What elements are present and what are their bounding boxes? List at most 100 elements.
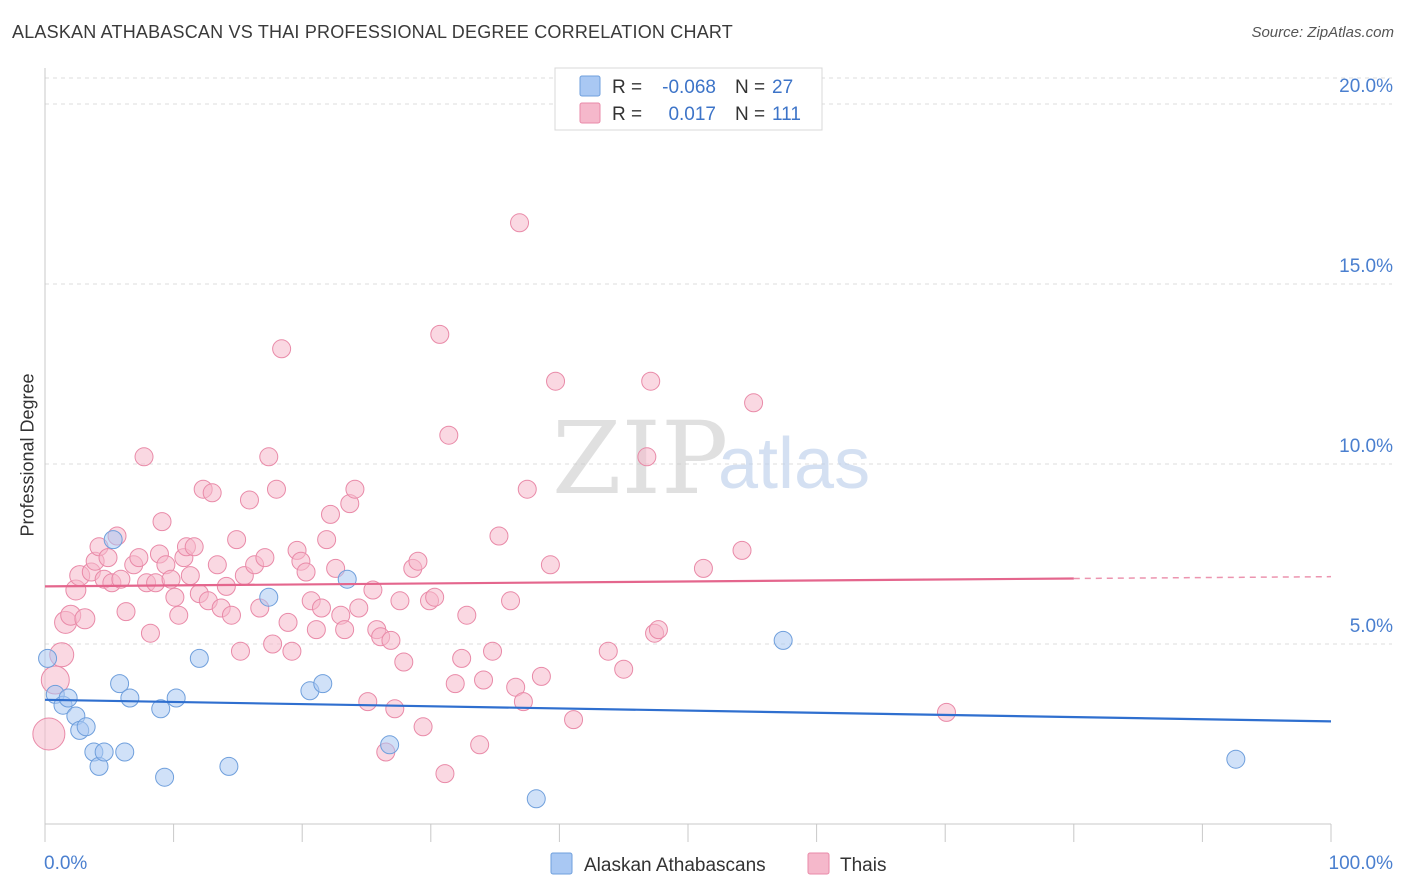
- thai-point: [317, 530, 337, 550]
- thai-point: [614, 659, 634, 679]
- thai-point: [936, 702, 956, 722]
- thai-point: [111, 569, 131, 589]
- thai-point: [474, 670, 494, 690]
- y-tick-label: 10.0%: [1339, 436, 1393, 457]
- thai-point: [227, 530, 247, 550]
- thai-point: [152, 512, 172, 532]
- axes: [44, 68, 1332, 842]
- athabascan-point: [120, 688, 140, 708]
- thai-point: [311, 598, 331, 618]
- legend-r-label: R =: [612, 77, 642, 98]
- y-tick-label: 20.0%: [1339, 76, 1393, 97]
- thai-point: [259, 447, 279, 467]
- legend-n-value: 111: [772, 104, 801, 125]
- thai-point: [381, 630, 401, 650]
- thai-point: [744, 393, 764, 413]
- thai-point: [169, 605, 189, 625]
- thai-point: [129, 548, 149, 568]
- thai-point: [98, 548, 118, 568]
- thai-point: [255, 548, 275, 568]
- watermark-atlas: atlas: [718, 424, 870, 504]
- athabascan-point: [313, 674, 333, 694]
- x-tick-label: 100.0%: [1329, 853, 1394, 874]
- y-tick-label: 15.0%: [1339, 256, 1393, 277]
- thai-point: [239, 490, 259, 510]
- athabascan-point: [76, 717, 96, 737]
- x-tick-labels: 0.0% 100.0%: [44, 853, 1393, 874]
- athabascan-point: [166, 688, 186, 708]
- thai-point: [513, 692, 533, 712]
- thai-point: [452, 648, 472, 668]
- thai-point: [637, 447, 657, 467]
- thai-point: [531, 666, 551, 686]
- thai-point: [390, 591, 410, 611]
- thai-point: [165, 587, 185, 607]
- thai-point: [501, 591, 521, 611]
- thai-point: [598, 641, 618, 661]
- legend-swatch-athabascan: [550, 852, 573, 875]
- thai-point: [457, 605, 477, 625]
- thai-point: [74, 608, 96, 630]
- thai-point: [230, 641, 250, 661]
- thai-point: [546, 371, 566, 391]
- athabascan-point: [155, 767, 175, 787]
- thai-point: [517, 479, 537, 499]
- y-tick-label: 5.0%: [1350, 616, 1393, 637]
- thai-point: [266, 479, 286, 499]
- athabascan-point: [58, 688, 78, 708]
- thai-point: [202, 483, 222, 503]
- athabascan-point: [94, 742, 114, 762]
- thai-trend-extension: [1073, 575, 1332, 580]
- thai-point: [116, 602, 136, 622]
- thai-point: [140, 623, 160, 643]
- thai-point: [282, 641, 302, 661]
- athabascan-point: [219, 756, 239, 776]
- thai-point: [349, 598, 369, 618]
- thai-point: [306, 620, 326, 640]
- thai-point: [385, 699, 405, 719]
- athabascan-point: [526, 789, 546, 809]
- watermark: ZIP atlas: [552, 400, 870, 517]
- legend-n-label: N =: [735, 77, 765, 98]
- athabascan-point: [380, 735, 400, 755]
- athabascan-point: [259, 587, 279, 607]
- thai-point: [358, 692, 378, 712]
- thai-point: [641, 371, 661, 391]
- thai-point: [184, 537, 204, 557]
- athabascan-point: [103, 530, 123, 550]
- legend-r-label: R =: [612, 104, 642, 125]
- legend-swatch-thais: [579, 102, 601, 124]
- athabascan-point: [110, 674, 130, 694]
- source-label: Source: ZipAtlas.com: [1251, 24, 1394, 41]
- thai-point: [345, 479, 365, 499]
- chart-title: ALASKAN ATHABASCAN VS THAI PROFESSIONAL …: [12, 22, 733, 42]
- legend-swatch-athabascan: [579, 75, 601, 97]
- thai-point: [483, 641, 503, 661]
- thai-point: [435, 764, 455, 784]
- athabascan-point: [151, 699, 171, 719]
- athabascan-point: [38, 648, 58, 668]
- thai-trend-line: [44, 577, 1074, 588]
- trend-lines: [44, 575, 1332, 723]
- thai-point: [363, 580, 383, 600]
- legend-swatch-thais: [807, 852, 830, 875]
- data-points: [32, 213, 1246, 809]
- thai-point: [425, 587, 445, 607]
- thai-point: [394, 652, 414, 672]
- thai-point: [146, 573, 166, 593]
- legend-label-thais: Thais: [840, 855, 886, 876]
- thai-point: [564, 710, 584, 730]
- athabascan-point: [189, 648, 209, 668]
- thai-point: [693, 558, 713, 578]
- thai-point: [161, 569, 181, 589]
- thai-point: [470, 735, 490, 755]
- athabascan-trend-line: [44, 698, 1332, 723]
- legend-label-athabascan: Alaskan Athabascans: [584, 855, 766, 876]
- y-tick-labels: 5.0% 10.0% 15.0% 20.0%: [1339, 76, 1393, 637]
- thai-point: [216, 576, 236, 596]
- thai-point: [732, 540, 752, 560]
- legend-n-label: N =: [735, 104, 765, 125]
- thai-point: [320, 504, 340, 524]
- thai-point: [439, 425, 459, 445]
